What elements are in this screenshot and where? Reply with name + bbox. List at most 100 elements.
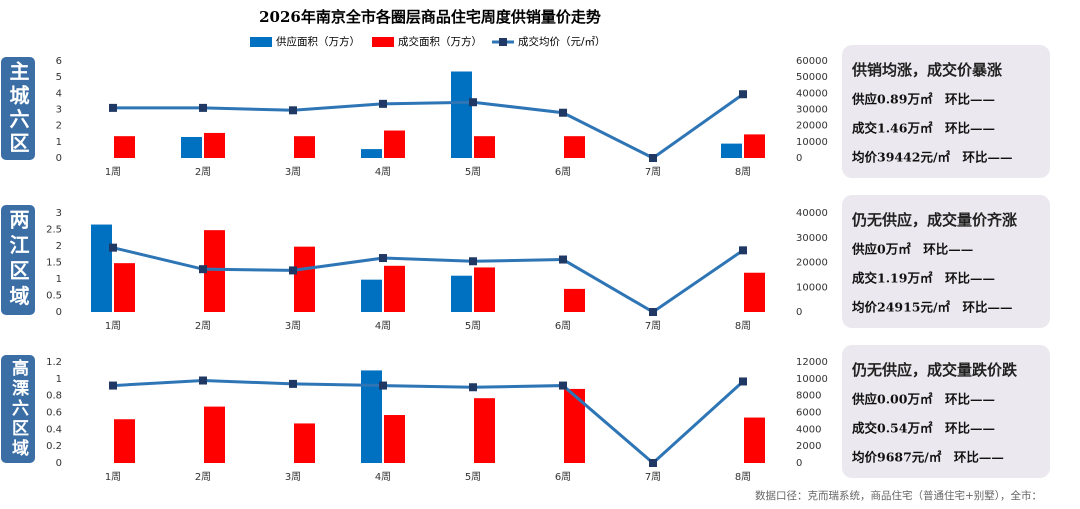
y2-tick-label: 10000 [796,137,828,148]
x-tick-label: 8周 [735,471,751,483]
y2-tick-label: 50000 [796,72,828,83]
x-tick-label: 1周 [105,320,121,332]
line [112,246,744,314]
summary-line: 成交0.54万㎡ 环比—— [852,421,995,436]
y-tick-label: 6 [56,56,62,67]
x-tick-label: 3周 [285,166,301,178]
y2-tick-label: 12000 [796,357,828,368]
legend-swatch [499,38,507,46]
bar [474,136,495,158]
summary-headline: 供销均涨，成交价暴涨 [851,61,1002,79]
region-label: 两江区域 [6,209,30,311]
x-tick-label: 1周 [105,166,121,178]
y-tick-label: 1 [56,137,62,148]
x-tick-label: 7周 [645,320,661,332]
footnote: 数据口径：克而瑞系统，商品住宅（普通住宅+别墅），全市： [755,489,1042,502]
summary-panel [842,45,1050,178]
bar [564,388,585,463]
bar [744,417,765,463]
marker [109,381,117,390]
y2-tick-label: 30000 [796,105,828,116]
y-tick-label: 3 [56,105,62,116]
bar [114,419,135,463]
y2-tick-label: 0 [796,307,802,318]
summary-headline: 仍无供应，成交量跌价跌 [851,361,1018,379]
region-box [1,57,35,160]
y-tick-label: 5 [56,72,62,83]
marker [469,98,477,107]
marker [379,99,387,108]
marker [649,459,657,467]
x-tick-label: 4周 [375,166,391,178]
summary-line: 供应0万㎡ 环比—— [851,242,973,257]
marker [739,377,747,386]
bar [384,265,405,312]
summary-line: 供应0.00万㎡ 环比—— [851,392,995,407]
marker [559,108,567,117]
x-tick-label: 5周 [465,166,481,178]
marker [469,257,477,266]
y-tick-label: 0.5 [46,291,62,302]
bar [294,136,315,158]
x-tick-label: 8周 [735,166,751,178]
bar [204,132,225,158]
x-tick-label: 5周 [465,320,481,332]
y-tick-label: 1 [56,374,62,385]
x-tick-label: 6周 [555,471,571,483]
x-tick-label: 4周 [375,320,391,332]
legend-swatch [372,37,394,47]
y2-tick-label: 20000 [796,258,828,269]
x-tick-label: 3周 [285,320,301,332]
x-tick-label: 6周 [555,320,571,332]
marker [199,265,207,274]
marker [649,308,657,316]
region-box [1,355,35,463]
x-tick-label: 2周 [195,166,211,178]
marker [559,381,567,390]
region-label: 主城六区 [6,60,30,156]
chart-title: 2026年南京全市各圈层商品住宅周度供销量价走势 [259,8,601,26]
y-tick-label: 1.5 [46,258,62,269]
x-tick-label: 4周 [375,471,391,483]
bar [91,224,112,312]
y-tick-label: 1 [56,274,62,285]
x-tick-label: 5周 [465,471,481,483]
x-tick-label: 6周 [555,166,571,178]
y-tick-label: 0 [56,307,62,318]
y2-tick-label: 40000 [796,88,828,99]
region-label: 高溧六区域 [8,358,29,459]
bar [564,136,585,158]
marker [739,246,747,255]
y-tick-label: 3 [56,208,62,219]
y2-tick-label: 40000 [796,208,828,219]
x-tick-label: 8周 [735,320,751,332]
marker [109,103,117,112]
bar [361,149,382,158]
marker [289,106,297,115]
y-tick-label: 1.2 [46,357,62,368]
bar [204,230,225,312]
x-tick-label: 1周 [105,471,121,483]
y2-tick-label: 60000 [796,56,828,67]
bar [114,263,135,312]
summary-line: 成交1.19万㎡ 环比—— [852,271,995,286]
x-tick-label: 7周 [645,471,661,483]
bar [451,71,472,158]
region-box [1,205,35,315]
bar [744,134,765,158]
summary-line: 均价39442元/㎡ 环比—— [852,150,1013,165]
marker [379,254,387,263]
y-tick-label: 2.5 [46,225,62,236]
y-tick-label: 2 [56,121,62,132]
y-tick-label: 0.8 [46,391,62,402]
y2-tick-label: 2000 [796,441,821,452]
y2-tick-label: 0 [796,153,802,164]
x-tick-label: 3周 [285,471,301,483]
bar [114,136,135,158]
bar [474,267,495,312]
bar [294,423,315,463]
bar [181,136,202,158]
summary-panel [842,345,1050,478]
summary-line: 供应0.89万㎡ 环比—— [851,92,995,107]
bar [564,288,585,312]
